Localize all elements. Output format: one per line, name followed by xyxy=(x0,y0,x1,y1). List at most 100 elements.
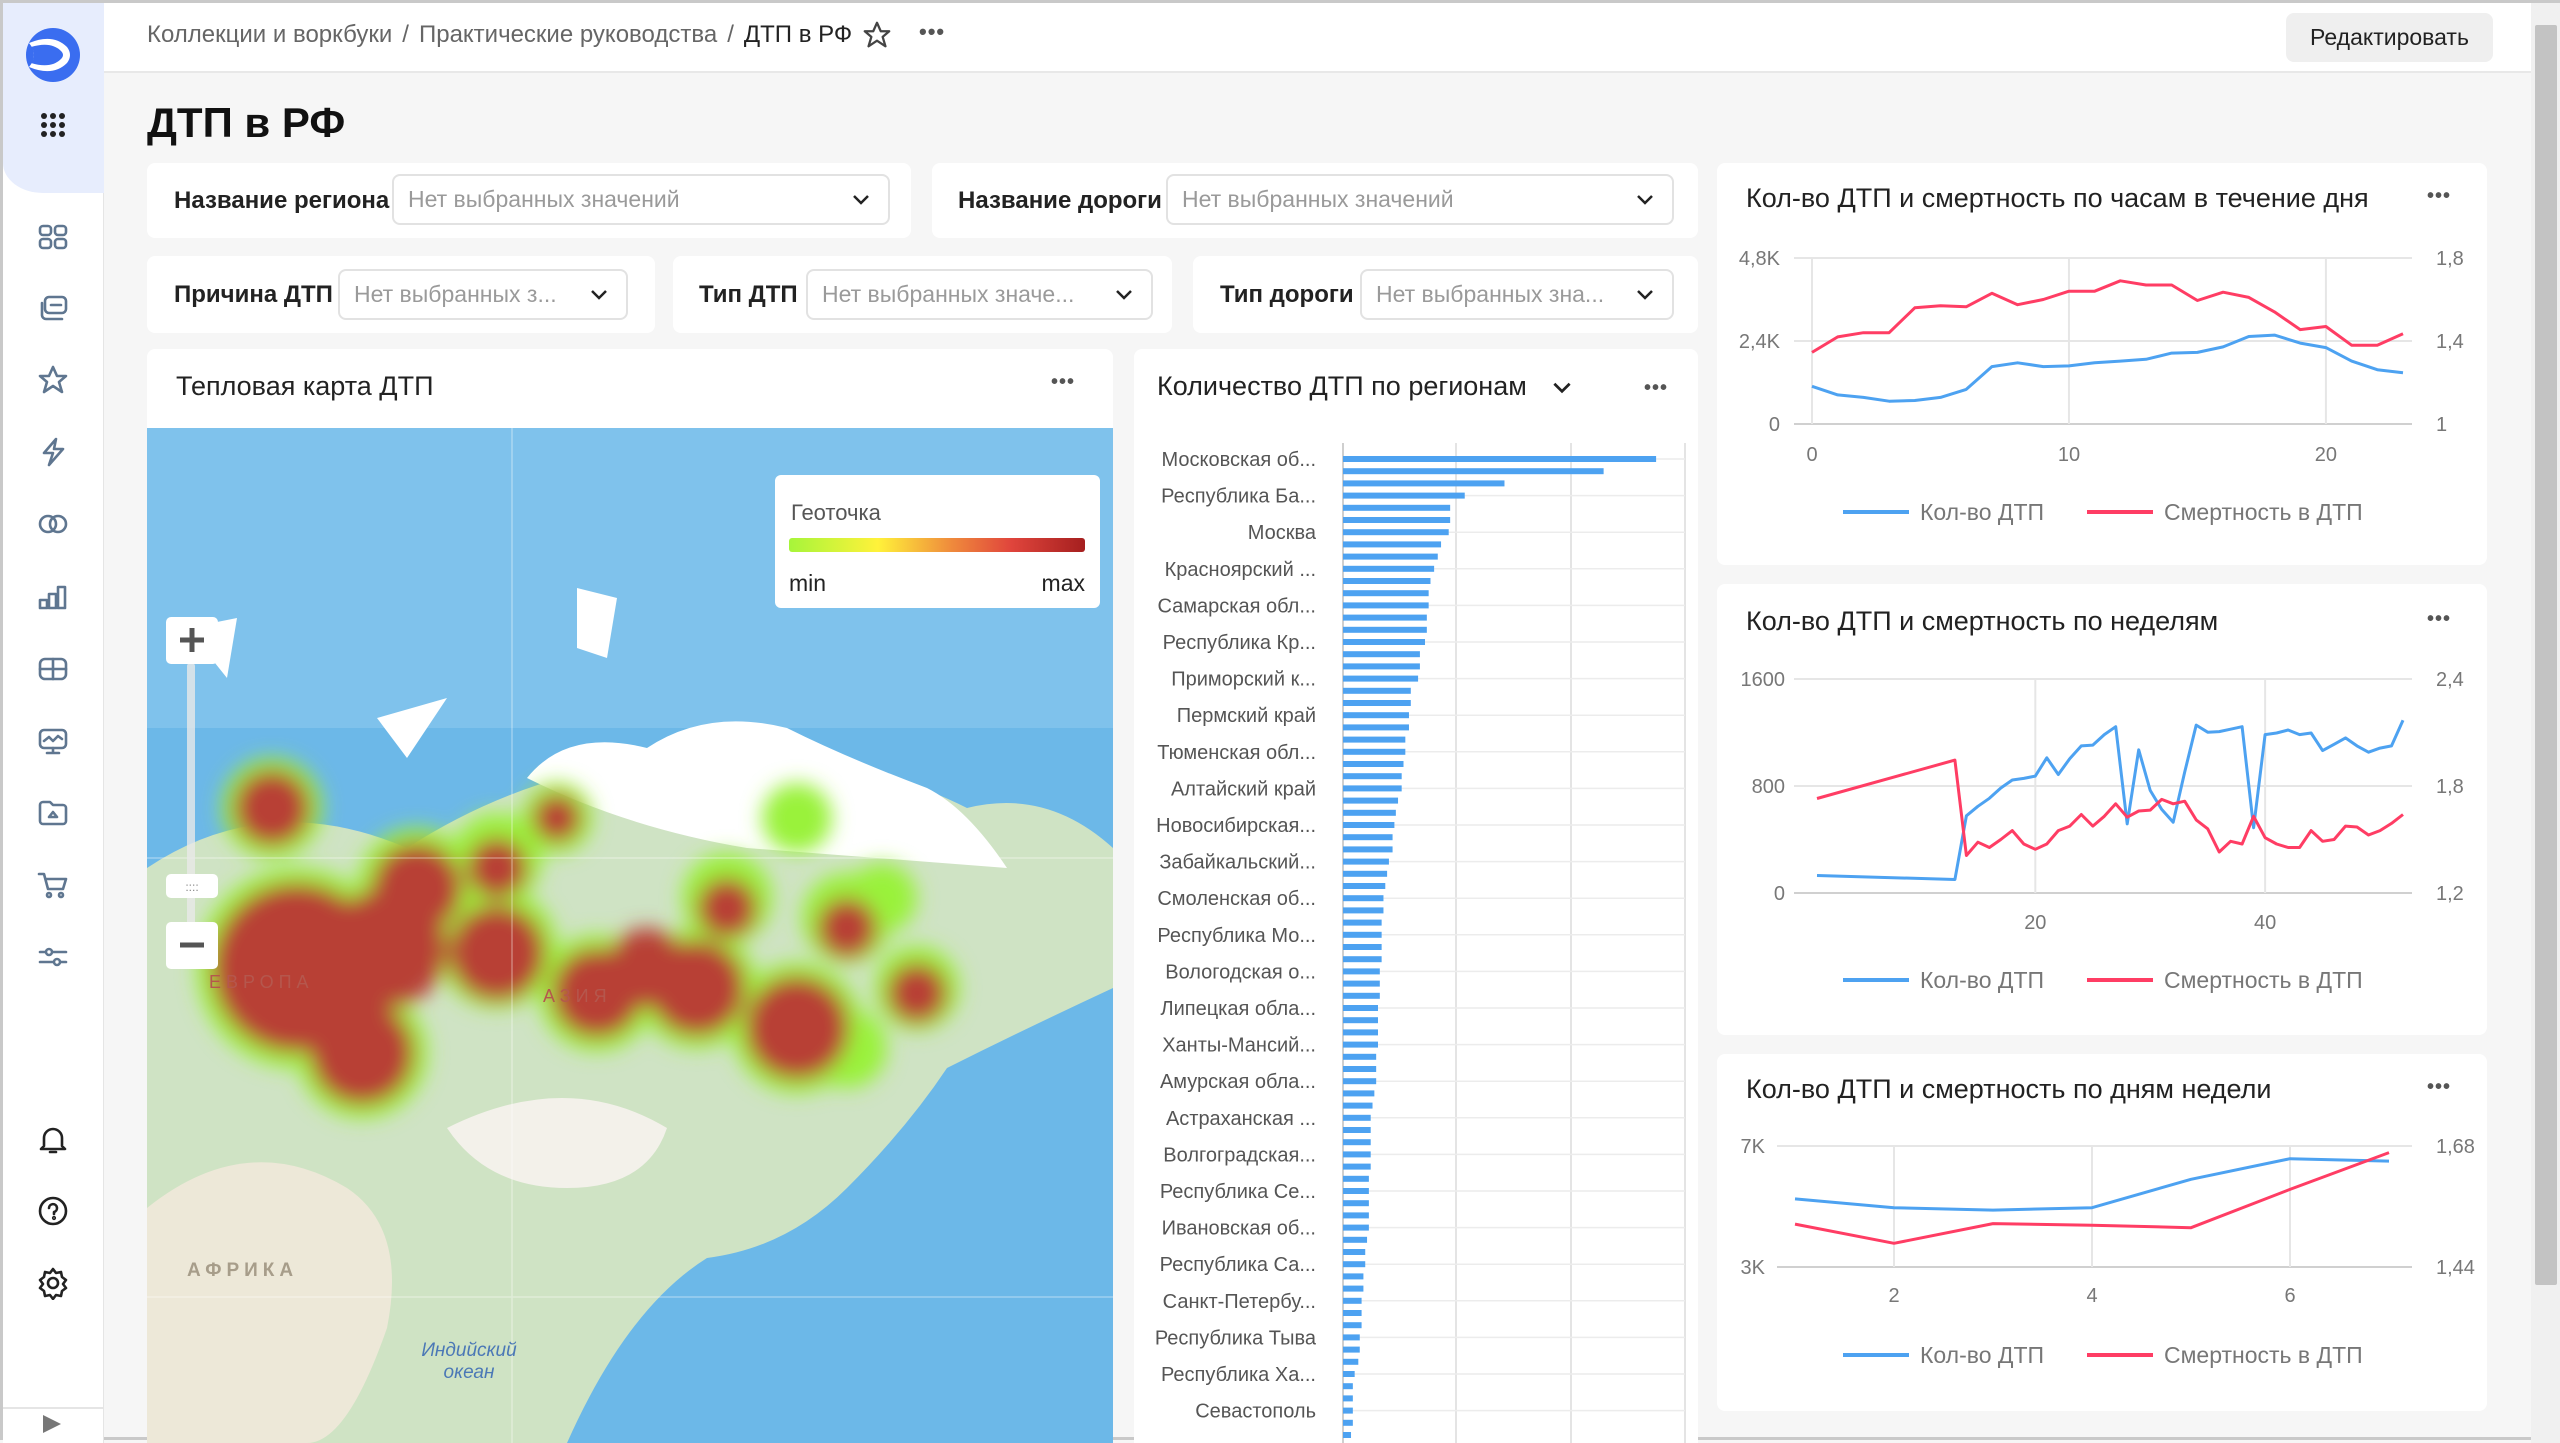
bar xyxy=(1343,1310,1362,1316)
zoom-out-button[interactable] xyxy=(166,922,218,969)
help-icon[interactable] xyxy=(33,1191,73,1231)
road-select[interactable]: Нет выбранных значений xyxy=(1166,174,1674,225)
y-right-tick-label: 2,4 xyxy=(2436,669,2464,691)
y-right-tick-label: 1,44 xyxy=(2436,1257,2475,1279)
lightning-icon[interactable] xyxy=(33,432,73,472)
type-select[interactable]: Нет выбранных значе... xyxy=(806,269,1153,320)
widget-menu-button[interactable]: ••• xyxy=(1644,377,1669,399)
widget-menu-button[interactable]: ••• xyxy=(1051,371,1076,393)
bar xyxy=(1343,565,1435,572)
breadcrumb-collections[interactable]: Коллекции и воркбуки xyxy=(147,21,393,48)
bar-category-label: Новосибирская... xyxy=(1156,815,1316,837)
bar xyxy=(1343,748,1406,755)
map-graticule xyxy=(147,428,1113,1443)
datasets-icon[interactable] xyxy=(33,649,73,689)
road-type-select[interactable]: Нет выбранных зна... xyxy=(1360,269,1674,320)
bar xyxy=(1343,761,1404,767)
folder-icon[interactable] xyxy=(33,793,73,833)
map-canvas[interactable]: ЕВРОПА АЗИЯ АФРИКА Индийский океан Геото… xyxy=(147,428,1113,1443)
legend-label: Смертность в ДТП xyxy=(2164,967,2363,993)
bar-category-label: Приморский к... xyxy=(1171,669,1316,691)
legend-title: Геоточка xyxy=(791,500,882,525)
cause-select[interactable]: Нет выбранных з... xyxy=(338,269,628,320)
bar-category-label: Липецкая обла... xyxy=(1160,998,1316,1020)
bar xyxy=(1343,870,1388,877)
bar xyxy=(1343,1224,1369,1231)
more-actions-button[interactable]: ••• xyxy=(919,19,946,44)
apps-grid-icon[interactable] xyxy=(33,105,73,145)
bar-category-label: Республика Кр... xyxy=(1163,632,1316,654)
bar-category-label: Московская об... xyxy=(1162,449,1316,471)
sidebar xyxy=(3,3,104,1443)
chevron-down-icon xyxy=(1116,290,1132,300)
cart-icon[interactable] xyxy=(33,865,73,905)
bar xyxy=(1343,736,1406,743)
widget-title: Кол-во ДТП и смертность по неделям xyxy=(1746,606,2219,636)
y-left-tick-label: 2,4K xyxy=(1739,331,1781,353)
bar xyxy=(1343,1212,1369,1219)
select-placeholder: Нет выбранных значений xyxy=(1182,186,1454,212)
bar xyxy=(1343,504,1451,511)
y-left-tick-label: 4,8K xyxy=(1739,248,1781,270)
zoom-slider-track[interactable] xyxy=(187,663,195,933)
bell-icon[interactable] xyxy=(33,1120,73,1160)
bar xyxy=(1343,1334,1360,1341)
bar-category-label: Амурская обла... xyxy=(1160,1071,1316,1093)
expand-sidebar-icon[interactable] xyxy=(43,1415,61,1433)
bar xyxy=(1343,578,1431,584)
bar xyxy=(1343,1078,1377,1085)
widget-menu-button[interactable]: ••• xyxy=(2427,1076,2452,1098)
bar xyxy=(1343,931,1382,938)
map-legend: Геоточка min max xyxy=(775,475,1100,608)
bar xyxy=(1343,1175,1369,1182)
x-tick-label: 40 xyxy=(2254,912,2276,934)
legend-label: Смертность в ДТП xyxy=(2164,1342,2363,1368)
scrollbar-thumb[interactable] xyxy=(2535,25,2557,1285)
gear-icon[interactable] xyxy=(33,1263,73,1303)
bar xyxy=(1343,1383,1353,1390)
map-label-africa: АФРИКА xyxy=(187,1260,298,1281)
zoom-slider-handle[interactable]: :::: xyxy=(166,874,218,898)
datalens-logo-icon[interactable] xyxy=(23,25,83,85)
breadcrumb-separator: / xyxy=(402,21,409,48)
bar xyxy=(1343,1297,1362,1304)
connections-icon[interactable] xyxy=(33,504,73,544)
heatmap-widget: Тепловая карта ДТП ••• ЕВРОПА АЗИЯ АФРИК… xyxy=(147,349,1113,1443)
series-line-mortality xyxy=(1811,279,2404,354)
bar xyxy=(1343,858,1389,865)
settings-sliders-icon[interactable] xyxy=(33,937,73,977)
bar-category-label: Астраханская ... xyxy=(1166,1108,1316,1130)
bar xyxy=(1343,1127,1371,1133)
bar xyxy=(1343,541,1442,548)
charts-icon[interactable] xyxy=(33,577,73,617)
filter-type-card: Тип ДТП Нет выбранных значе... xyxy=(673,256,1172,333)
page-title: ДТП в РФ xyxy=(147,99,346,146)
heat-core-high xyxy=(212,770,947,1105)
bar-category-label: Тюменская обл... xyxy=(1157,742,1316,764)
bar xyxy=(1343,834,1393,841)
zoom-in-button[interactable] xyxy=(166,617,218,664)
bar xyxy=(1343,1114,1371,1121)
widget-menu-button[interactable]: ••• xyxy=(2427,608,2452,630)
y-left-tick-label: 800 xyxy=(1752,776,1785,798)
select-placeholder: Нет выбранных зна... xyxy=(1376,281,1605,307)
collections-icon[interactable] xyxy=(33,288,73,328)
select-placeholder: Нет выбранных значе... xyxy=(822,281,1075,307)
widget-title[interactable]: Количество ДТП по регионам xyxy=(1157,371,1527,401)
select-placeholder: Нет выбранных з... xyxy=(354,281,557,307)
bar-category-label: Севастополь xyxy=(1195,1401,1316,1423)
chevron-down-icon[interactable] xyxy=(1550,375,1574,399)
bar xyxy=(1343,651,1420,658)
monitor-icon[interactable] xyxy=(33,721,73,761)
favorites-icon[interactable] xyxy=(33,360,73,400)
dashboards-icon[interactable] xyxy=(33,217,73,257)
breadcrumb-guides[interactable]: Практические руководства xyxy=(418,21,718,48)
star-icon[interactable] xyxy=(861,19,893,51)
bar xyxy=(1343,1151,1371,1158)
widget-menu-button[interactable]: ••• xyxy=(2427,185,2452,207)
bar xyxy=(1343,1017,1378,1024)
y-left-tick-label: 1600 xyxy=(1741,669,1786,691)
edit-button[interactable]: Редактировать xyxy=(2286,13,2493,62)
y-right-tick-label: 1 xyxy=(2436,414,2447,436)
region-select[interactable]: Нет выбранных значений xyxy=(392,174,890,225)
